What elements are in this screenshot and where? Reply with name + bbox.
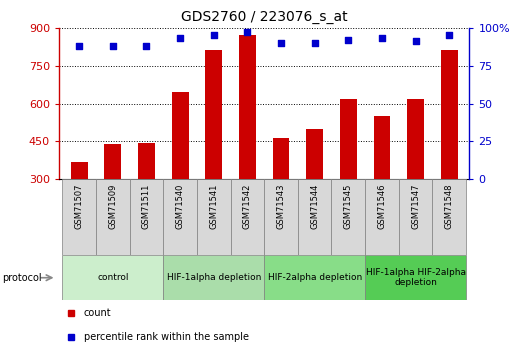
- Point: [75, 43, 83, 49]
- Point: [109, 43, 117, 49]
- Text: GSM71545: GSM71545: [344, 183, 353, 229]
- Text: GSM71543: GSM71543: [277, 183, 286, 229]
- Bar: [365, 179, 399, 255]
- Bar: [130, 179, 163, 255]
- Bar: [264, 179, 298, 255]
- Bar: [163, 255, 264, 300]
- Point: [445, 32, 453, 38]
- Text: GSM71511: GSM71511: [142, 183, 151, 229]
- Bar: [441, 50, 458, 179]
- Point: [344, 37, 352, 42]
- Text: count: count: [84, 308, 111, 318]
- Bar: [298, 179, 331, 255]
- Text: GSM71540: GSM71540: [175, 183, 185, 229]
- Text: HIF-2alpha depletion: HIF-2alpha depletion: [267, 273, 362, 282]
- Bar: [96, 179, 130, 255]
- Point: [277, 40, 285, 46]
- Bar: [230, 179, 264, 255]
- Bar: [373, 116, 390, 179]
- Bar: [264, 255, 365, 300]
- Text: HIF-1alpha depletion: HIF-1alpha depletion: [167, 273, 261, 282]
- Point: [243, 29, 251, 35]
- Text: GSM71541: GSM71541: [209, 183, 218, 229]
- Bar: [172, 92, 188, 179]
- Point: [142, 43, 150, 49]
- Text: HIF-1alpha HIF-2alpha
depletion: HIF-1alpha HIF-2alpha depletion: [366, 268, 466, 287]
- Bar: [407, 99, 424, 179]
- Text: GSM71542: GSM71542: [243, 183, 252, 229]
- Bar: [205, 50, 222, 179]
- Bar: [63, 255, 163, 300]
- Bar: [399, 179, 432, 255]
- Bar: [163, 179, 197, 255]
- Text: control: control: [97, 273, 129, 282]
- Point: [310, 40, 319, 46]
- Bar: [138, 143, 155, 179]
- Text: percentile rank within the sample: percentile rank within the sample: [84, 332, 249, 342]
- Text: GSM71544: GSM71544: [310, 183, 319, 229]
- Bar: [340, 99, 357, 179]
- Bar: [105, 144, 121, 179]
- Text: protocol: protocol: [3, 273, 42, 283]
- Point: [411, 39, 420, 44]
- Text: GSM71509: GSM71509: [108, 183, 117, 229]
- Text: GSM71546: GSM71546: [378, 183, 386, 229]
- Bar: [272, 138, 289, 179]
- Point: [210, 32, 218, 38]
- Text: GSM71507: GSM71507: [75, 183, 84, 229]
- Bar: [197, 179, 230, 255]
- Bar: [365, 255, 466, 300]
- Bar: [306, 129, 323, 179]
- Text: GSM71548: GSM71548: [445, 183, 453, 229]
- Title: GDS2760 / 223076_s_at: GDS2760 / 223076_s_at: [181, 10, 347, 24]
- Point: [176, 36, 184, 41]
- Bar: [331, 179, 365, 255]
- Point: [378, 36, 386, 41]
- Bar: [432, 179, 466, 255]
- Bar: [71, 162, 88, 179]
- Text: GSM71547: GSM71547: [411, 183, 420, 229]
- Bar: [239, 35, 256, 179]
- Bar: [63, 179, 96, 255]
